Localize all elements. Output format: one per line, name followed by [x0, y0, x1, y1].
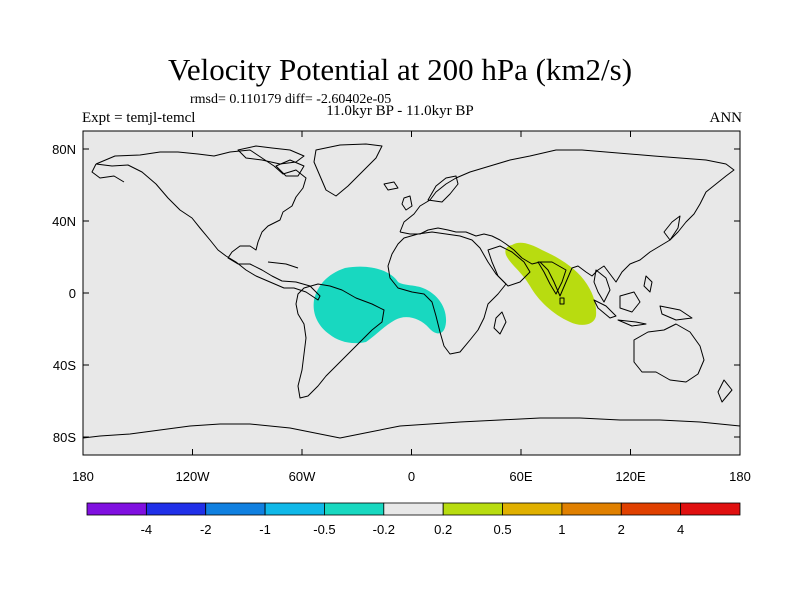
- coastline-borneo: [619, 291, 641, 313]
- colorbar-swatch: [442, 502, 503, 516]
- lat-tick-label: 80N: [52, 142, 76, 157]
- colorbar-label: 1: [558, 522, 565, 537]
- lat-tick-label: 40N: [52, 214, 76, 229]
- coastline-south-america: [295, 283, 385, 399]
- coastline-british-isles: [401, 195, 413, 211]
- lon-tick-label: 0: [408, 469, 415, 484]
- coastline-eurasia: [399, 149, 735, 297]
- coastline-java: [617, 319, 647, 327]
- coastline-antarctica: [82, 417, 741, 439]
- lon-tick-label: 60W: [289, 469, 316, 484]
- colorbar-label: 0.5: [494, 522, 512, 537]
- coastlines: [82, 143, 741, 439]
- coastline-sumatra: [593, 299, 617, 319]
- coastline-arabia: [487, 245, 531, 287]
- colorbar-label: -0.5: [313, 522, 335, 537]
- colorbar-label: 0.2: [434, 522, 452, 537]
- season-label: ANN: [709, 110, 743, 126]
- coastline-philippines: [643, 275, 653, 293]
- coastline-new-zealand: [717, 379, 733, 403]
- lon-tick-label: 120E: [615, 469, 646, 484]
- lon-tick-label: 60E: [509, 469, 532, 484]
- coastline-southeast-asia: [593, 269, 611, 303]
- coastline-new-guinea: [659, 305, 693, 321]
- colorbar-swatch: [383, 502, 444, 516]
- colorbar-label: 4: [677, 522, 684, 537]
- coastline-madagascar: [493, 311, 507, 335]
- coastline-iceland: [383, 181, 399, 191]
- map-area: [82, 131, 741, 455]
- colorbar-swatch: [264, 502, 325, 516]
- coastline-caribbean: [267, 261, 299, 269]
- colorbar-swatch: [680, 502, 741, 516]
- coastline-baffin: [275, 159, 305, 177]
- longitude-ticks: 180 120W 60W 0 60E 120E 180: [72, 131, 751, 484]
- coastline-japan: [663, 215, 681, 241]
- map-title: Velocity Potential at 200 hPa (km2/s): [167, 52, 633, 87]
- coastline-greenland: [313, 143, 383, 197]
- lon-tick-label: 120W: [176, 469, 211, 484]
- lat-tick-label: 80S: [53, 430, 76, 445]
- colorbar-label: -0.2: [373, 522, 395, 537]
- coastline-africa: [387, 231, 507, 355]
- colorbar-label: -1: [259, 522, 271, 537]
- colorbar-swatch: [86, 502, 147, 516]
- colorbar-swatch: [502, 502, 563, 516]
- coastline-arctic-islands: [237, 145, 305, 165]
- lon-tick-label: 180: [729, 469, 751, 484]
- colorbar-swatch: [620, 502, 682, 516]
- coastline-sri-lanka: [559, 297, 565, 305]
- coastline-north-america: [95, 149, 321, 301]
- coastline-alaska: [91, 163, 125, 183]
- colorbar-label: -4: [141, 522, 153, 537]
- colorbar-swatch: [324, 502, 385, 516]
- coastline-australia: [633, 323, 705, 383]
- colorbar-swatch: [145, 502, 207, 516]
- colorbar-label: -2: [200, 522, 212, 537]
- period-label: 11.0kyr BP - 11.0kyr BP: [326, 103, 474, 119]
- lat-tick-label: 40S: [53, 358, 76, 373]
- colorbar-label: 2: [618, 522, 625, 537]
- lon-tick-label: 180: [72, 469, 94, 484]
- coastline-india: [537, 261, 567, 295]
- stats-label: rmsd= 0.110179 diff= -2.60402e-05: [190, 92, 392, 107]
- experiment-label: Expt = temjl-temcl: [82, 110, 196, 126]
- anomaly-region-atlantic: [313, 266, 447, 344]
- colorbar-swatch: [561, 502, 622, 516]
- colorbar: -4 -2 -1 -0.5 -0.2 0.2 0.5 1 2 4: [86, 502, 741, 537]
- coastline-scandinavia: [427, 175, 459, 203]
- latitude-ticks: 80N 40N 0 40S 80S: [52, 142, 740, 445]
- colorbar-swatch: [205, 502, 266, 516]
- anomaly-region-indian: [505, 242, 597, 325]
- lat-tick-label: 0: [69, 286, 76, 301]
